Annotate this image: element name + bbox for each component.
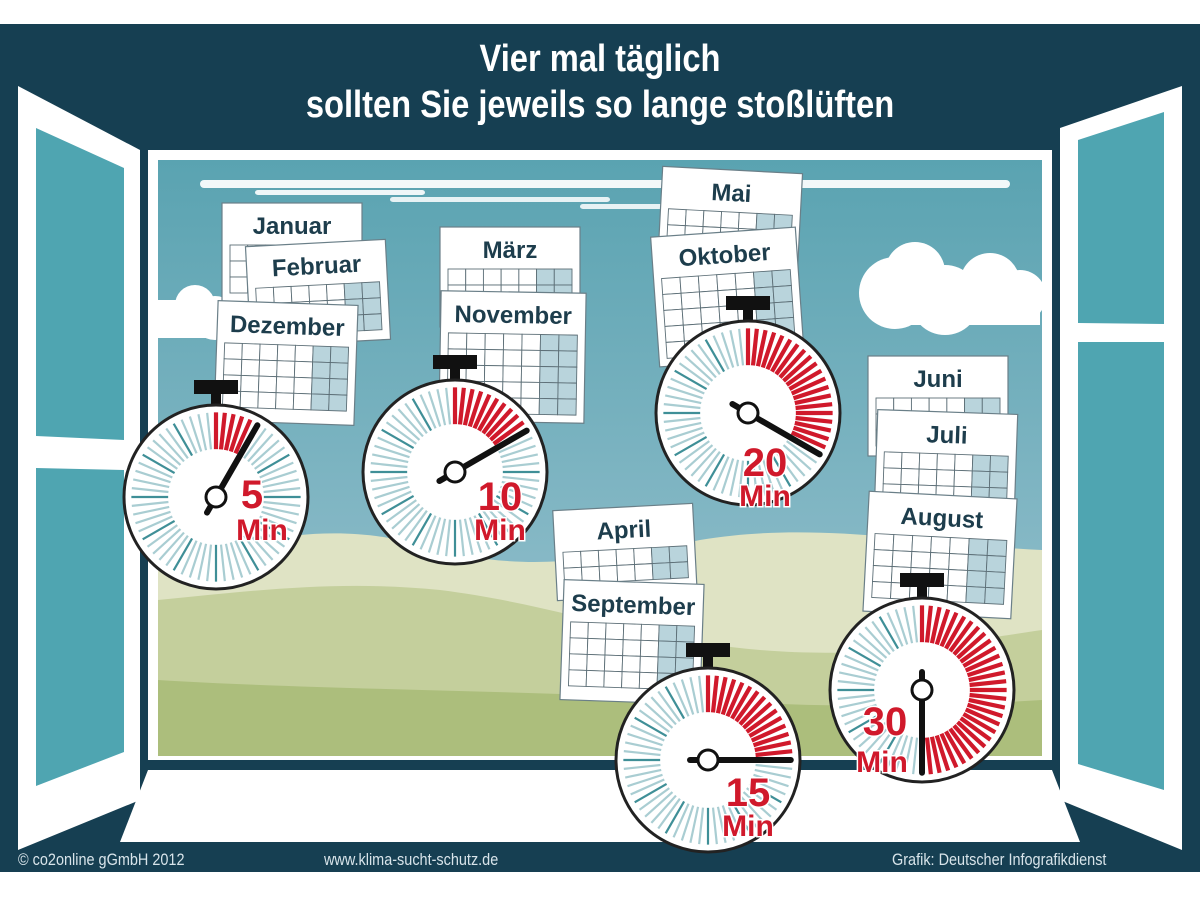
calendar-month-label: August [900,503,984,534]
calendar-month-label: Januar [253,213,332,240]
cloud-right [859,242,1046,335]
stopwatch-icon [122,380,310,591]
minutes-unit-label: Min [474,514,526,547]
calendar-month-label: Mai [711,179,752,208]
left-window-sash [18,86,140,850]
calendar-month-label: April [596,516,652,546]
stopwatch-icon [361,355,549,566]
stopwatch-icon [614,643,802,854]
window-sill [120,770,1080,842]
streak-clouds [200,180,1010,209]
minutes-value: 10 [478,475,523,519]
minutes-unit-label: Min [722,810,774,843]
calendar-month-label: Februar [271,251,362,283]
calendar-month-label: Dezember [229,311,345,342]
minutes-unit-label: Min [739,480,791,513]
calendar-month-label: Juni [913,366,962,393]
minutes-value: 20 [743,441,788,485]
minutes-value: 5 [241,473,263,517]
stopwatch-icon [828,573,1016,784]
calendar-timer-layer: JanuarFebruarDezember5MinMärzNovember10M… [122,165,1019,854]
minutes-unit-label: Min [856,746,908,779]
calendar-month-label: November [454,301,572,330]
title-line-1: Vier mal täglich [479,38,721,80]
title-line-2: sollten Sie jeweils so lange stoßlüften [305,84,895,126]
minutes-unit-label: Min [236,514,288,547]
calendar-month-label: Oktober [678,239,772,272]
stopwatch-icon [654,296,842,507]
footer-credit: Grafik: Deutscher Infografikdienst [892,850,1107,869]
calendar-month-label: März [483,237,538,264]
calendar-sheet: April [552,502,698,602]
footer-url-link[interactable]: www.klima-sucht-schutz.de [324,850,499,869]
sill-line [148,760,1052,770]
calendar-sheet: Dezember [213,299,359,427]
calendar-sheet: September [559,578,705,706]
footer-copyright: © co2online gGmbH 2012 [18,850,185,869]
minutes-value: 30 [863,700,908,744]
calendar-month-label: Juli [926,421,968,449]
calendar-month-label: September [571,590,696,621]
right-window-sash [1060,86,1182,850]
minutes-value: 15 [726,771,771,815]
